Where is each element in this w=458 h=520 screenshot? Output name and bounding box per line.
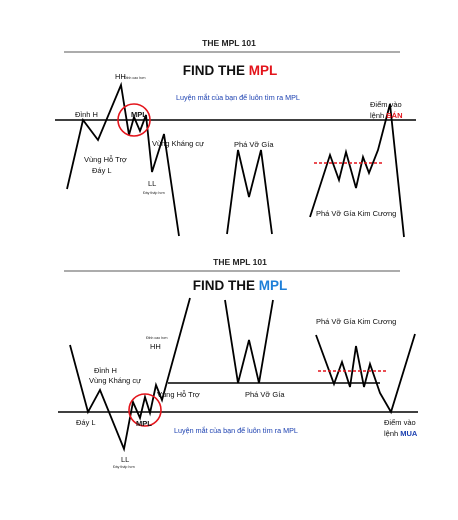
bottom-vung-ho-tro-label: Vùng Hỗ Trợ bbox=[157, 390, 200, 399]
top-diem-vao-label: Điểm vào bbox=[370, 100, 402, 109]
top-vung-khang-cu-label: Vùng Kháng cự bbox=[152, 139, 204, 148]
top-note: Luyện mắt của bạn để luôn tìm ra MPL bbox=[176, 93, 300, 102]
top-day-l-label: Đáy L bbox=[92, 166, 112, 175]
top-ll-label: LL bbox=[148, 179, 156, 188]
bottom-price-path bbox=[69, 297, 191, 453]
top-pha-vo-gia-label: Phá Vỡ Gía bbox=[234, 140, 274, 149]
bottom-pha-vo-gia-label: Phá Vỡ Gía bbox=[245, 390, 285, 399]
bottom-note: Luyện mắt của bạn để luôn tìm ra MPL bbox=[174, 426, 298, 435]
top-panel: THE MPL 101 FIND THE MPL HH Đỉnh cao hơn… bbox=[55, 38, 416, 238]
bottom-hh-sub-label: Đỉnh cao hơn bbox=[146, 336, 168, 340]
bottom-lenh-mua-label: lệnh MUA bbox=[384, 429, 418, 438]
bottom-dinh-h-label: Đỉnh H bbox=[94, 366, 117, 375]
top-title: FIND THE MPL bbox=[183, 63, 278, 78]
top-mpl-circle bbox=[117, 103, 151, 137]
top-hh-sub-label: Đỉnh cao hơn bbox=[124, 76, 146, 80]
top-breakout-path bbox=[226, 149, 273, 235]
top-diamond-path bbox=[309, 103, 405, 238]
bottom-hh-label: HH bbox=[150, 342, 161, 351]
top-mpl-label: MPL bbox=[131, 110, 147, 119]
bottom-ll-sub-label: Đáy thấp hơn bbox=[113, 465, 135, 469]
top-header: THE MPL 101 bbox=[202, 38, 256, 48]
top-lenh-ban-label: lệnh BÁN bbox=[370, 111, 403, 120]
top-pha-vo-kim-cuong-label: Phá Vỡ Gía Kim Cương bbox=[316, 209, 396, 218]
bottom-breakout-path bbox=[224, 299, 274, 384]
bottom-panel: THE MPL 101 FIND THE MPL Đỉnh cao hơn HH… bbox=[58, 257, 418, 469]
bottom-header: THE MPL 101 bbox=[213, 257, 267, 267]
bottom-diamond-path bbox=[315, 333, 416, 415]
bottom-pha-vo-kim-cuong-label: Phá Vỡ Gía Kim Cương bbox=[316, 317, 396, 326]
bottom-ll-label: LL bbox=[121, 455, 129, 464]
top-vung-ho-tro-label: Vùng Hỗ Trợ bbox=[84, 155, 127, 164]
bottom-mpl-circle bbox=[128, 393, 162, 427]
bottom-diem-vao-label: Điểm vào bbox=[384, 418, 416, 427]
top-price-path bbox=[66, 81, 180, 237]
bottom-vung-khang-cu-label: Vùng Kháng cự bbox=[89, 376, 141, 385]
top-hh-label: HH bbox=[115, 72, 126, 81]
bottom-mpl-label: MPL bbox=[136, 419, 152, 428]
top-dinh-h-label: Đỉnh H bbox=[75, 110, 98, 119]
top-ll-sub-label: Đáy thấp hơn bbox=[143, 191, 165, 195]
bottom-title: FIND THE MPL bbox=[193, 278, 288, 293]
bottom-day-l-label: Đáy L bbox=[76, 418, 96, 427]
